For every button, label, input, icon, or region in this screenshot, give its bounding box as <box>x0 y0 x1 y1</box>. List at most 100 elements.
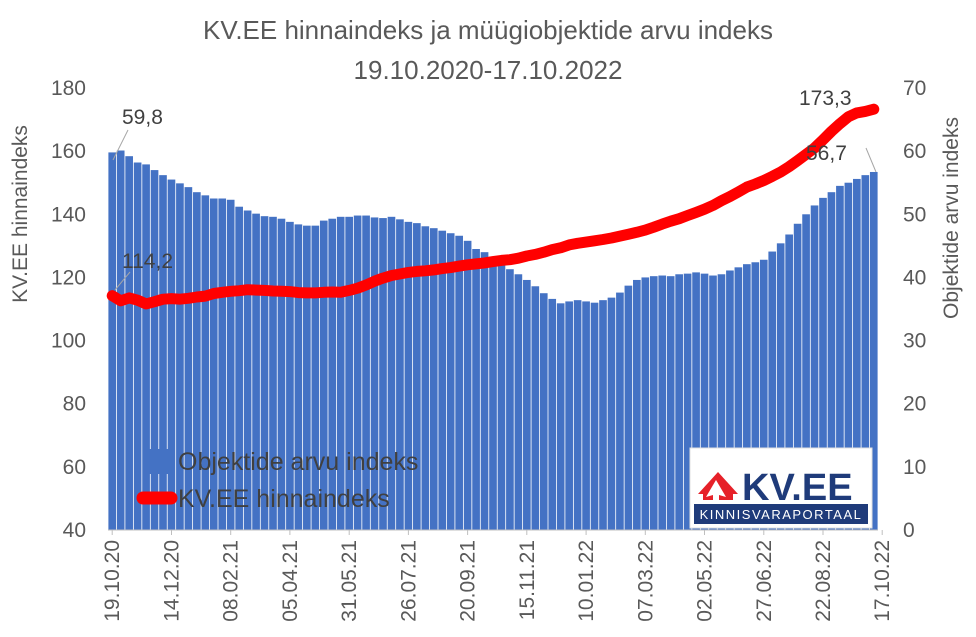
bar <box>514 274 523 530</box>
bar <box>759 259 768 530</box>
bar <box>336 216 345 530</box>
x-tick-label: 07.03.22 <box>634 540 657 622</box>
bar <box>709 275 717 530</box>
bar <box>286 221 294 531</box>
x-tick-label: 05.04.21 <box>279 540 302 622</box>
bar <box>827 192 836 530</box>
bar <box>506 269 514 530</box>
bar-series-objektide-arvu-indeks <box>108 150 878 531</box>
bar <box>303 225 311 530</box>
right-tick-label: 70 <box>903 77 926 100</box>
kv-ee-logo: KV.EE KINNISVARAPORTAAL <box>689 447 873 529</box>
x-tick-label: 10.01.22 <box>575 540 598 622</box>
bar <box>311 225 320 530</box>
data-label-line-first: 114,2 <box>122 250 173 273</box>
bar <box>370 217 379 530</box>
right-tick-label: 40 <box>903 266 926 289</box>
left-axis-ticks: 40 60 80 100 120 140 160 180 <box>51 77 86 542</box>
bar <box>810 205 819 530</box>
right-tick-label: 30 <box>903 330 926 353</box>
bar <box>387 216 396 530</box>
bar <box>776 243 785 530</box>
bar <box>565 301 573 530</box>
bar <box>590 302 599 530</box>
bar <box>252 213 260 530</box>
bar <box>150 170 159 530</box>
bar <box>413 223 421 530</box>
bar <box>328 218 337 530</box>
right-axis-ticks: 0 10 20 30 40 50 60 70 <box>903 77 926 542</box>
bar <box>269 216 277 530</box>
bar <box>404 221 413 531</box>
x-tick-label: 15.11.21 <box>516 540 539 620</box>
bar <box>861 175 870 530</box>
bar <box>573 300 582 530</box>
bar <box>463 240 472 530</box>
bar <box>472 249 480 530</box>
right-tick-label: 20 <box>903 393 926 416</box>
x-tick-label: 02.05.22 <box>694 540 717 622</box>
bar <box>226 199 235 530</box>
x-tick-label: 31.05.21 <box>338 540 361 622</box>
chart-title: KV.EE hinnaindeks ja müügiobjektide arvu… <box>203 15 773 45</box>
bar <box>700 273 709 530</box>
label-leader-line <box>114 271 131 291</box>
bar <box>853 178 861 530</box>
bar <box>142 164 150 530</box>
bar <box>633 279 641 530</box>
bar <box>125 156 133 530</box>
bar <box>235 206 243 530</box>
bar <box>649 276 658 530</box>
bar <box>624 285 633 530</box>
bar <box>548 298 557 530</box>
bar <box>869 171 878 531</box>
bar <box>294 224 303 530</box>
bar <box>243 210 252 530</box>
bar <box>176 183 184 530</box>
bar <box>768 251 777 531</box>
bar <box>599 300 607 530</box>
bar <box>193 192 201 530</box>
bar <box>353 215 362 531</box>
label-leader-line <box>112 129 129 161</box>
bar <box>734 267 743 530</box>
bar <box>785 234 793 531</box>
bar <box>201 195 210 530</box>
bar <box>379 218 387 530</box>
x-tick-label: 14.12.20 <box>161 540 184 622</box>
bar <box>277 218 286 530</box>
bar <box>108 152 117 530</box>
bar <box>319 220 328 530</box>
bar <box>675 274 683 530</box>
x-axis-ticks: 19.10.20 14.12.20 08.02.21 05.04.21 31.05.21… <box>101 530 894 622</box>
bar <box>751 262 760 530</box>
bar <box>209 198 218 530</box>
x-tick-label: 26.07.21 <box>397 540 420 622</box>
right-tick-label: 60 <box>903 140 926 163</box>
bar <box>345 216 353 530</box>
data-labels: 59,8 114,2 173,3 56,7 <box>112 87 877 291</box>
bar <box>531 286 540 530</box>
bar <box>480 252 489 531</box>
bar <box>802 214 810 531</box>
bar <box>116 150 125 530</box>
x-tick-label: 27.06.22 <box>753 540 776 622</box>
logo-tagline: KINNISVARAPORTAAL <box>700 507 863 522</box>
bar <box>539 293 548 530</box>
bar <box>497 262 506 530</box>
left-tick-label: 180 <box>51 77 86 100</box>
bar <box>133 162 142 530</box>
left-tick-label: 100 <box>51 330 86 353</box>
bar <box>396 219 404 530</box>
bar <box>616 292 624 530</box>
x-tick-label: 19.10.20 <box>101 540 124 622</box>
data-label-bars-last: 56,7 <box>806 142 847 165</box>
right-tick-label: 10 <box>903 456 926 479</box>
x-tick-label: 20.09.21 <box>457 540 480 622</box>
bar <box>362 215 370 531</box>
legend: Objektide arvu indeks KV.EE hinnaindeks <box>136 448 418 513</box>
bar <box>726 270 734 530</box>
bar <box>692 272 700 530</box>
left-tick-label: 80 <box>63 393 86 416</box>
